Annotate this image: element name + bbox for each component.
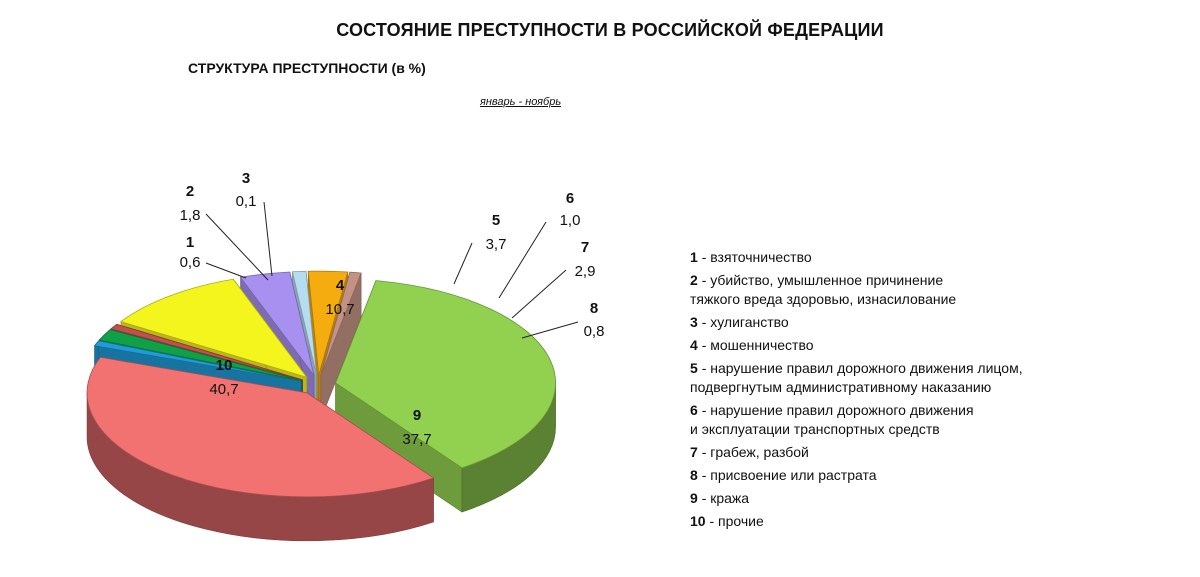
leader-line-5 bbox=[453, 242, 473, 285]
slice-value-label: 40,7 bbox=[209, 381, 238, 398]
legend-text: - нарушение правил дорожного движения ли… bbox=[701, 360, 1023, 376]
legend-num: 4 bbox=[690, 337, 698, 353]
legend-text: - убийство, умышленное причинение bbox=[701, 272, 944, 288]
legend-num: 6 bbox=[690, 402, 698, 418]
pie-slice-1 bbox=[93, 340, 302, 382]
slice-value-label: 0,6 bbox=[180, 254, 201, 271]
slice-value-label: 1,8 bbox=[180, 207, 201, 224]
slice-number-label: 8 bbox=[590, 300, 598, 317]
legend-text-line2: подвергнутым административному наказанию bbox=[690, 379, 992, 395]
slice-number-label: 6 bbox=[566, 190, 574, 207]
legend-text: - взяточничество bbox=[701, 249, 812, 265]
legend-num: 8 bbox=[690, 467, 698, 483]
leader-line-3 bbox=[263, 201, 273, 277]
chart-title: СОСТОЯНИЕ ПРЕСТУПНОСТИ В РОССИЙСКОЙ ФЕДЕ… bbox=[336, 20, 884, 40]
legend-item: 7 - грабеж, разбой bbox=[690, 443, 1190, 462]
legend-item: 5 - нарушение правил дорожного движения … bbox=[690, 359, 1190, 397]
pie-slice-8 bbox=[320, 271, 362, 376]
legend-text: - грабеж, разбой bbox=[701, 444, 809, 460]
leader-line-8 bbox=[521, 321, 579, 339]
legend-item: 4 - мошенничество bbox=[690, 336, 1190, 355]
pie-chart: 1 0,6 2 1,8 3 0,1 4 10,7 5 3,7 6 1,07 2,9 8 0,8 9 37,7 10… bbox=[86, 170, 605, 542]
legend-item: 8 - присвоение или растрата bbox=[690, 466, 1190, 485]
legend-num: 1 bbox=[690, 249, 698, 265]
slice-value-label: 2,9 bbox=[575, 263, 596, 280]
slice-value-label: 0,1 bbox=[236, 193, 257, 210]
legend-num: 10 bbox=[690, 513, 706, 529]
legend-item: 1 - взяточничество bbox=[690, 248, 1190, 267]
legend-item: 3 - хулиганство bbox=[690, 313, 1190, 332]
leader-line-2 bbox=[205, 213, 269, 281]
slice-value-label: 37,7 bbox=[402, 431, 431, 448]
legend: 1 - взяточничество 2 - убийство, умышлен… bbox=[690, 248, 1190, 535]
leader-line-7 bbox=[511, 269, 567, 319]
slice-number-label: 10 bbox=[216, 357, 233, 374]
pie-slice-9 bbox=[335, 280, 556, 469]
leader-line-6 bbox=[498, 221, 547, 299]
legend-text: - прочие bbox=[709, 513, 764, 529]
slice-number-label: 9 bbox=[413, 407, 421, 424]
legend-num: 5 bbox=[690, 360, 698, 376]
legend-num: 9 bbox=[690, 490, 698, 506]
legend-text-line2: и эксплуатации транспортных средств bbox=[690, 421, 940, 437]
legend-text: - нарушение правил дорожного движения bbox=[701, 402, 974, 418]
legend-item: 6 - нарушение правил дорожного движения и… bbox=[690, 401, 1190, 439]
pie-slice-5 bbox=[239, 271, 315, 376]
legend-text: - кража bbox=[701, 490, 750, 506]
pie-slice-4 bbox=[120, 278, 308, 378]
slice-number-label: 2 bbox=[186, 183, 194, 200]
legend-text: - мошенничество bbox=[701, 337, 814, 353]
pie-tops bbox=[86, 270, 556, 498]
legend-item: 9 - кража bbox=[690, 489, 1190, 508]
slice-value-label: 10,7 bbox=[325, 301, 354, 318]
pie-slice-6 bbox=[291, 270, 317, 376]
period-label: январь - ноябрь bbox=[480, 96, 562, 108]
legend-text: - хулиганство bbox=[701, 314, 789, 330]
legend-item: 10 - прочие bbox=[690, 512, 1190, 531]
legend-item: 2 - убийство, умышленное причинение тяжко… bbox=[690, 271, 1190, 309]
chart-subtitle: СТРУКТУРА ПРЕСТУПНОСТИ (в %) bbox=[188, 60, 426, 76]
slice-labels: 1 0,6 2 1,8 3 0,1 4 10,7 5 3,7 6 1,07 2,9 8 0,8 9 37,7 10… bbox=[180, 170, 605, 448]
pie-slice-7 bbox=[307, 270, 349, 376]
slice-value-label: 0,8 bbox=[584, 323, 605, 340]
pie-slice-2 bbox=[98, 329, 302, 382]
slice-number-label: 5 bbox=[492, 212, 500, 229]
legend-num: 3 bbox=[690, 314, 698, 330]
pie-slice-10 bbox=[86, 356, 435, 498]
slice-number-label: 7 bbox=[581, 239, 589, 256]
leader-line-1 bbox=[205, 262, 247, 279]
slice-value-label: 3,7 bbox=[486, 236, 507, 253]
pie-slice-3 bbox=[110, 323, 303, 381]
legend-text-line2: тяжкого вреда здоровью, изнасилование bbox=[690, 291, 957, 307]
legend-num: 7 bbox=[690, 444, 698, 460]
legend-text: - присвоение или растрата bbox=[701, 467, 877, 483]
slice-number-label: 1 bbox=[186, 234, 194, 251]
slice-value-label: 1,0 bbox=[560, 212, 581, 229]
legend-num: 2 bbox=[690, 272, 698, 288]
slice-number-label: 4 bbox=[336, 277, 345, 294]
slice-number-label: 3 bbox=[242, 170, 250, 187]
